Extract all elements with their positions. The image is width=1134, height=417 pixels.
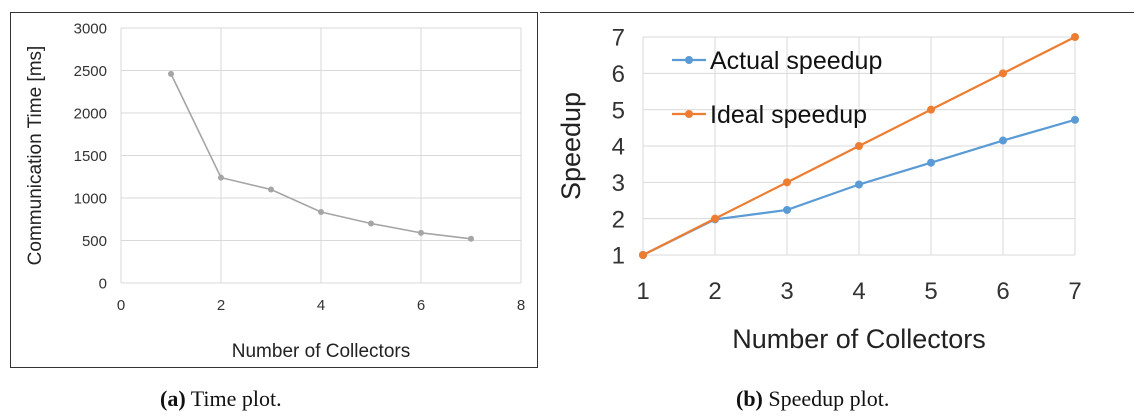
data-point [783,178,791,187]
y-tick-label: 6 [612,61,625,88]
data-point [927,158,935,167]
legend-label: Ideal speedup [710,101,867,129]
speedup-plot-panel: 1 2 3 4 5 6 7 1 2 3 4 5 6 7 Number of Collectors Speedu… [540,12,1134,368]
caption-a-text: Time plot. [185,386,282,411]
data-point [418,229,424,236]
x-tick-label: 8 [517,297,525,314]
y-tick-label: 4 [612,134,625,161]
y-tick-label: 1 [612,243,625,270]
y-tick-label: 7 [612,25,625,52]
legend-label: Actual speedup [710,47,882,75]
x-tick-label: 6 [417,297,425,314]
x-tick-label: 4 [317,297,325,314]
y-axis-label: Speedup [556,92,586,200]
data-point [318,209,324,216]
y-tick-label: 3000 [74,20,107,37]
x-tick-label: 5 [924,278,937,305]
x-axis-label: Number of Collectors [732,324,986,354]
time-plot: 0 500 1000 1500 2000 2500 3000 0 2 4 6 8 Number of C… [25,20,525,362]
x-tick-label: 6 [996,278,1009,305]
caption-a-label: (a) [160,386,186,411]
y-tick-label: 500 [82,233,107,250]
y-axis-label: Communication Time [ms] [25,46,46,266]
x-tick-label: 2 [217,297,225,314]
data-point [468,235,474,242]
data-point [783,205,791,214]
data-point [927,105,935,114]
y-tick-label: 2500 [74,63,107,80]
data-point [999,136,1007,145]
x-tick-label: 0 [117,297,125,314]
caption-b: (b) Speedup plot. [736,386,889,412]
time-plot-panel: 0 500 1000 1500 2000 2500 3000 0 2 4 6 8 Number of C… [10,12,538,368]
y-tick-label: 2 [612,206,625,233]
data-point [1071,115,1079,124]
data-point [855,180,863,189]
x-tick-label: 1 [636,278,649,305]
y-tick-label: 2000 [74,105,107,122]
data-point [639,251,647,259]
data-point [855,142,863,150]
y-tick-label: 1000 [74,190,107,207]
data-point [711,214,719,223]
x-tick-label: 2 [708,278,721,305]
speedup-plot: 1 2 3 4 5 6 7 1 2 3 4 5 6 7 Number of Collectors Speedu… [556,25,1082,354]
data-point [268,186,274,193]
caption-a: (a) Time plot. [160,386,282,412]
x-axis-label: Number of Collectors [232,341,410,362]
x-tick-label: 7 [1068,278,1081,305]
legend-marker [685,56,693,64]
y-tick-label: 0 [99,275,107,292]
data-point [168,70,174,77]
caption-b-text: Speedup plot. [762,386,890,411]
legend-marker [685,110,693,118]
x-tick-label: 3 [780,278,793,305]
data-point [999,69,1007,78]
y-tick-label: 1500 [74,148,107,165]
y-tick-label: 3 [612,170,625,197]
caption-b-label: (b) [736,386,763,411]
data-point [1071,33,1079,41]
data-point [218,174,224,181]
y-tick-label: 5 [612,97,625,124]
x-tick-label: 4 [852,278,865,305]
data-point [368,220,374,227]
